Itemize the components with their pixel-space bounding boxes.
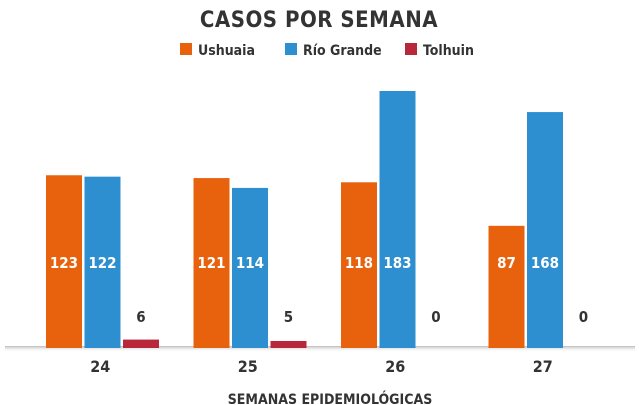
bar — [379, 91, 416, 348]
bar — [232, 187, 268, 348]
legend-label: Río Grande — [303, 43, 382, 59]
legend: Ushuaia Río Grande Tolhuin — [180, 43, 474, 59]
data-label: 87 — [497, 254, 516, 272]
chart-title: CASOS POR SEMANA — [200, 8, 438, 33]
bar — [341, 182, 377, 348]
bar — [270, 340, 307, 348]
data-label: 6 — [136, 308, 145, 326]
legend-label: Tolhuin — [423, 43, 474, 59]
x-axis-label: SEMANAS EPIDEMIOLÓGICAS — [228, 390, 433, 405]
data-label: 122 — [88, 254, 116, 272]
legend-swatch — [405, 43, 417, 55]
legend-label: Ushuaia — [198, 43, 255, 59]
bar — [488, 225, 525, 348]
bar — [123, 339, 159, 348]
data-label: 123 — [50, 254, 78, 272]
x-tick-label: 27 — [533, 357, 553, 376]
legend-swatch — [285, 43, 297, 55]
x-tick-label: 25 — [238, 357, 258, 376]
data-label: 5 — [284, 308, 293, 326]
x-tick-label: 24 — [90, 357, 110, 376]
data-label: 168 — [531, 254, 559, 272]
bar — [193, 178, 230, 348]
legend-swatch — [180, 43, 192, 55]
bar — [46, 175, 82, 348]
data-label: 0 — [579, 308, 588, 326]
bar — [527, 112, 563, 348]
data-label: 118 — [345, 254, 373, 272]
data-label: 183 — [383, 254, 411, 272]
data-label: 121 — [197, 254, 225, 272]
x-tick-label: 26 — [385, 357, 405, 376]
data-label: 0 — [431, 308, 440, 326]
bar — [84, 176, 121, 348]
x-axis-line — [5, 346, 635, 352]
data-label: 114 — [236, 254, 264, 272]
